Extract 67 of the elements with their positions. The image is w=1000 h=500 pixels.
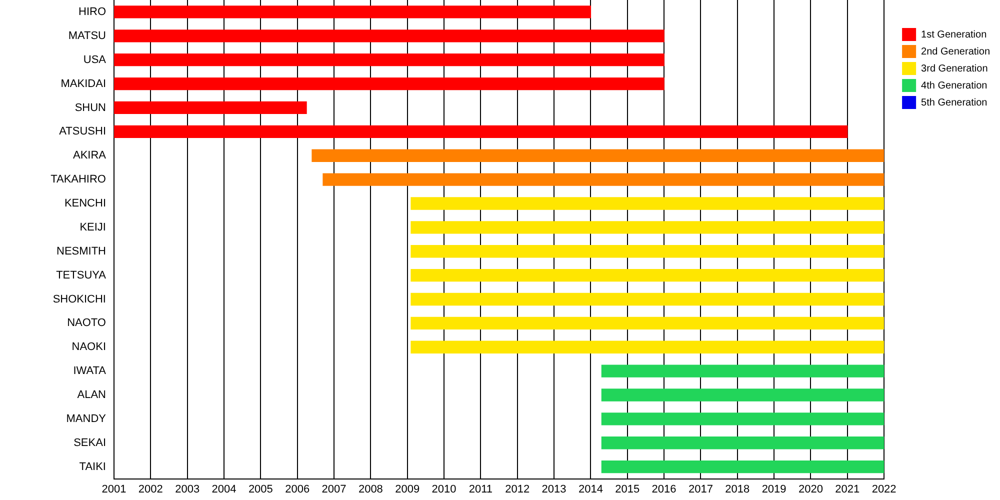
y-tick-label: TAIKI: [79, 460, 106, 473]
x-tick-label: 2001: [102, 483, 126, 496]
y-tick-label: AKIRA: [72, 150, 107, 162]
y-tick-label: ATSUSHI: [59, 126, 106, 138]
y-tick-label: IWATA: [73, 365, 107, 378]
y-tick-label: SHOKICHI: [52, 293, 106, 306]
y-tick-label: NESMITH: [56, 245, 106, 258]
bar: [312, 149, 884, 162]
bar: [410, 221, 884, 234]
x-tick-label: 2022: [872, 483, 896, 496]
x-tick-label: 2009: [395, 483, 420, 496]
bar: [114, 30, 664, 42]
y-tick-label: KENCHI: [64, 198, 106, 210]
x-tick-label: 2008: [358, 483, 383, 496]
legend-label: 2nd Generation: [921, 46, 990, 58]
legend-label: 5th Generation: [921, 97, 988, 108]
x-tick-label: 2005: [248, 483, 273, 496]
y-tick-label: MATSU: [68, 30, 106, 42]
bar: [410, 316, 884, 330]
bar: [114, 6, 592, 18]
x-tick-label: 2004: [212, 483, 236, 496]
x-tick-label: 2015: [615, 483, 640, 496]
x-tick-label: 2007: [322, 483, 346, 496]
x-tick-label: 2010: [432, 483, 456, 496]
bar: [601, 412, 884, 426]
y-tick-label: HIRO: [78, 6, 106, 18]
bar: [410, 340, 884, 354]
x-tick-label: 2018: [725, 483, 750, 496]
y-tick-label: ALAN: [77, 389, 106, 402]
bar: [601, 364, 884, 378]
bar: [410, 245, 884, 258]
bar: [114, 125, 848, 138]
legend-label: 4th Generation: [921, 80, 988, 92]
y-tick-label: NAOTO: [67, 317, 106, 330]
x-tick-label: 2014: [578, 483, 603, 496]
bar: [410, 292, 884, 306]
bar: [114, 54, 664, 66]
x-tick-label: 2021: [835, 483, 860, 496]
y-tick-label: MANDY: [66, 412, 107, 425]
bar: [601, 436, 884, 450]
y-tick-label: MAKIDAI: [60, 78, 106, 90]
x-tick-label: 2016: [652, 483, 676, 496]
legend-label: 3rd Generation: [921, 63, 988, 74]
bar: [322, 173, 884, 186]
x-tick-label: 2017: [688, 483, 713, 496]
bar: [410, 197, 884, 210]
x-tick-label: 2020: [798, 483, 823, 496]
bar: [601, 460, 884, 474]
x-tick-label: 2019: [762, 483, 786, 496]
bar: [114, 101, 307, 114]
bar: [410, 268, 884, 282]
y-tick-label: USA: [83, 54, 107, 66]
x-tick-label: 2002: [138, 483, 163, 496]
bar: [601, 388, 884, 402]
y-tick-label: NAOKI: [72, 341, 106, 354]
y-tick-label: TAKAHIRO: [50, 174, 106, 186]
x-tick-label: 2013: [542, 483, 566, 496]
y-tick-label: SEKAI: [74, 436, 106, 449]
x-tick-label: 2006: [285, 483, 310, 496]
x-tick-label: 2003: [175, 483, 200, 496]
y-tick-label: TETSUYA: [56, 269, 107, 282]
x-tick-label: 2011: [468, 483, 493, 496]
bar: [114, 77, 664, 90]
x-tick-label: 2012: [505, 483, 530, 496]
y-tick-label: SHUN: [74, 102, 106, 114]
y-tick-label: KEIJI: [80, 221, 106, 234]
legend-label: 1st Generation: [921, 29, 987, 40]
